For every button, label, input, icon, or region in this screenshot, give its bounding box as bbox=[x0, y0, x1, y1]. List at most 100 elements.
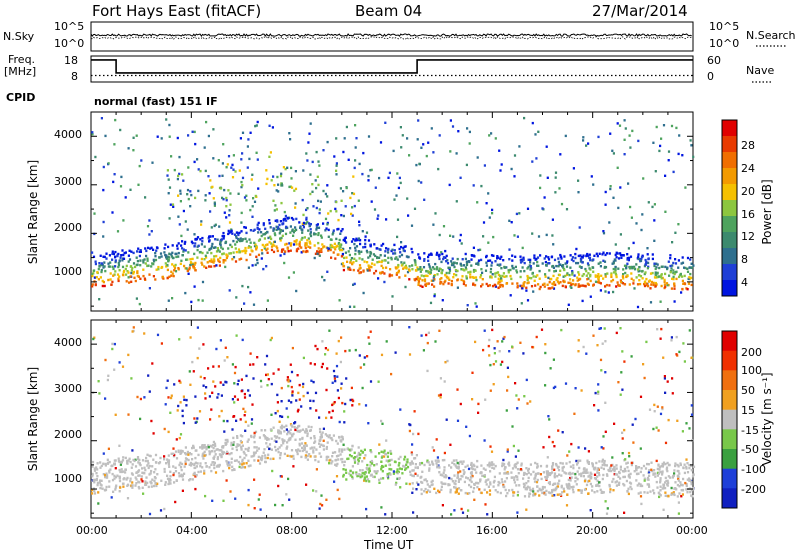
echo-cell bbox=[474, 283, 477, 287]
echo-cell bbox=[690, 283, 693, 287]
echo-cell bbox=[159, 252, 163, 255]
echo-cell bbox=[255, 151, 258, 154]
echo-cell bbox=[659, 337, 662, 340]
echo-cell bbox=[572, 464, 575, 467]
echo-cell bbox=[417, 268, 420, 271]
echo-cell bbox=[640, 257, 643, 261]
echo-cell bbox=[427, 141, 430, 144]
echo-cell bbox=[425, 491, 428, 494]
echo-cell bbox=[211, 499, 214, 502]
echo-cell bbox=[266, 373, 269, 376]
echo-cell bbox=[241, 131, 245, 134]
echo-cell bbox=[672, 271, 675, 275]
echo-cell bbox=[456, 286, 459, 289]
echo-cell bbox=[414, 472, 417, 475]
echo-cell bbox=[489, 259, 492, 262]
echo-cell bbox=[658, 266, 661, 270]
echo-cell bbox=[639, 258, 642, 261]
echo-cell bbox=[278, 436, 281, 440]
echo-cell bbox=[201, 299, 204, 302]
echo-cell bbox=[528, 492, 531, 495]
echo-cell bbox=[588, 267, 591, 270]
echo-cell bbox=[655, 426, 658, 429]
echo-cell bbox=[131, 484, 134, 487]
echo-cell bbox=[212, 197, 215, 200]
echo-cell bbox=[611, 262, 614, 265]
echo-cell bbox=[187, 251, 190, 254]
echo-cell bbox=[601, 253, 604, 256]
echo-cell bbox=[427, 331, 430, 334]
echo-cell bbox=[359, 475, 362, 479]
echo-cell bbox=[331, 403, 334, 407]
echo-cell bbox=[670, 124, 674, 128]
echo-cell bbox=[637, 274, 641, 277]
echo-cell bbox=[465, 476, 468, 479]
echo-cell bbox=[136, 274, 139, 278]
echo-cell bbox=[126, 476, 129, 480]
echo-cell bbox=[135, 134, 138, 137]
echo-cell bbox=[193, 263, 196, 266]
echo-cell bbox=[562, 465, 565, 469]
echo-cell bbox=[568, 471, 572, 475]
echo-cell bbox=[355, 471, 358, 474]
echo-cell bbox=[361, 472, 364, 475]
echo-cell bbox=[340, 255, 343, 258]
echo-cell bbox=[196, 356, 199, 360]
echo-cell bbox=[289, 432, 292, 435]
echo-cell bbox=[419, 277, 422, 280]
echo-cell bbox=[141, 480, 144, 483]
echo-cell bbox=[444, 256, 447, 259]
echo-cell bbox=[102, 473, 105, 476]
echo-cell bbox=[470, 467, 473, 470]
echo-cell bbox=[264, 436, 267, 439]
echo-cell bbox=[629, 255, 633, 258]
echo-cell bbox=[179, 466, 183, 469]
echo-cell bbox=[109, 261, 112, 264]
echo-cell bbox=[100, 484, 103, 487]
echo-cell bbox=[252, 229, 255, 232]
echo-cell bbox=[417, 119, 420, 122]
echo-cell bbox=[113, 477, 116, 480]
echo-cell bbox=[91, 133, 94, 136]
echo-cell bbox=[494, 275, 497, 278]
echo-cell bbox=[662, 124, 666, 127]
echo-cell bbox=[604, 273, 607, 276]
echo-cell bbox=[561, 284, 564, 288]
echo-cell bbox=[203, 258, 206, 261]
echo-cell bbox=[258, 462, 262, 465]
echo-cell bbox=[208, 248, 211, 252]
echo-cell bbox=[165, 254, 168, 257]
echo-cell bbox=[531, 121, 534, 125]
echo-cell bbox=[201, 445, 204, 448]
echo-cell bbox=[286, 415, 290, 419]
echo-cell bbox=[309, 362, 312, 365]
echo-cell bbox=[511, 254, 514, 257]
echo-cell bbox=[475, 305, 478, 308]
echo-cell bbox=[551, 483, 555, 486]
echo-cell bbox=[565, 273, 569, 276]
echo-cell bbox=[437, 394, 441, 397]
echo-cell bbox=[668, 274, 671, 277]
echo-cell bbox=[140, 478, 143, 481]
echo-cell bbox=[228, 252, 231, 255]
echo-cell bbox=[342, 214, 345, 218]
echo-cell bbox=[128, 258, 132, 261]
echo-cell bbox=[560, 328, 563, 332]
echo-cell bbox=[674, 464, 677, 468]
echo-cell bbox=[636, 466, 639, 469]
echo-cell bbox=[420, 492, 423, 496]
echo-cell bbox=[131, 473, 134, 476]
echo-cell bbox=[547, 256, 550, 259]
echo-cell bbox=[567, 303, 570, 306]
echo-cell bbox=[232, 436, 235, 440]
echo-cell bbox=[240, 389, 243, 393]
echo-cell bbox=[365, 479, 368, 483]
echo-cell bbox=[456, 466, 459, 469]
echo-cell bbox=[411, 443, 414, 446]
echo-cell bbox=[252, 377, 255, 380]
echo-cell bbox=[529, 473, 533, 476]
echo-cell bbox=[320, 494, 323, 497]
echo-cell bbox=[382, 242, 385, 246]
echo-cell bbox=[672, 277, 675, 281]
echo-cell bbox=[603, 260, 607, 263]
